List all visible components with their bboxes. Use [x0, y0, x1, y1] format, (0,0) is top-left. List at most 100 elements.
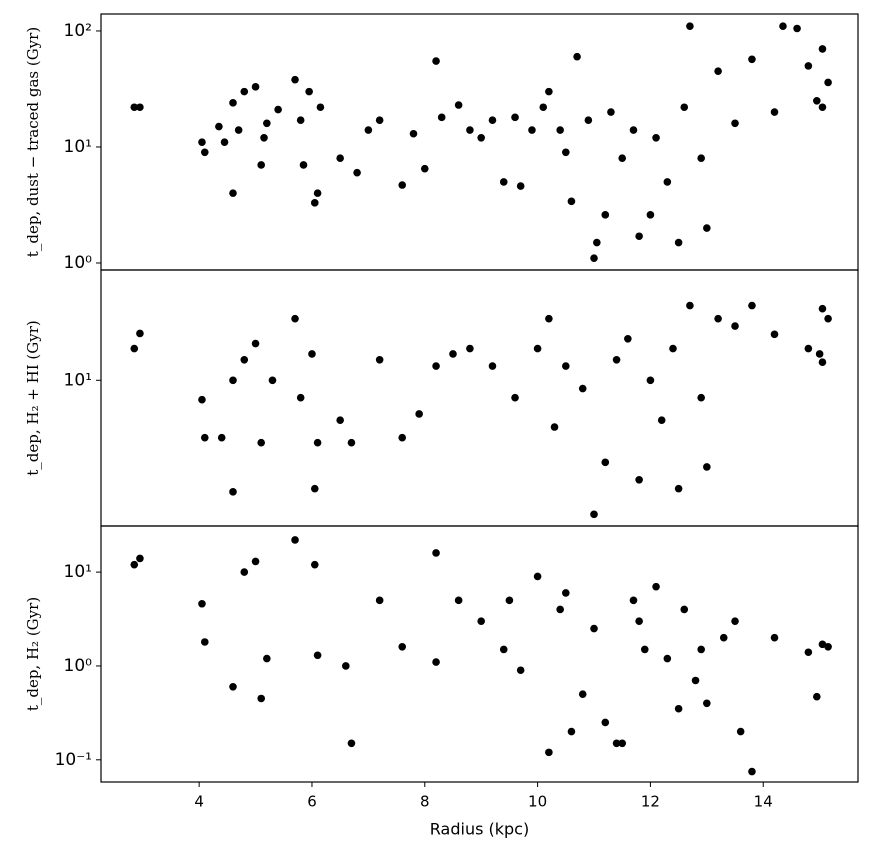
point [466, 126, 474, 134]
point [686, 22, 694, 30]
point [449, 350, 457, 358]
point [624, 335, 632, 343]
plot-frame [100, 269, 859, 527]
x-tick-label: 12 [641, 793, 660, 811]
point [731, 617, 739, 625]
y-axis-label: t_dep, H₂ + HI (Gyr) [24, 320, 42, 475]
point [268, 376, 277, 385]
point [342, 662, 350, 670]
point [364, 126, 373, 134]
point [310, 560, 319, 569]
point [347, 739, 356, 748]
point [691, 676, 700, 685]
y-tick-label: 10¹ [64, 562, 92, 582]
point [263, 119, 271, 128]
point [697, 154, 705, 163]
point [567, 197, 576, 206]
point [313, 438, 322, 447]
point [703, 699, 711, 708]
x-tick-label: 8 [420, 793, 430, 811]
point [499, 645, 508, 654]
point [663, 178, 672, 186]
point [818, 45, 827, 53]
point [437, 113, 446, 122]
point [415, 410, 423, 418]
point [703, 224, 711, 232]
point [229, 189, 237, 197]
point [409, 129, 418, 138]
point [130, 103, 139, 112]
point [310, 199, 319, 207]
point [601, 211, 610, 219]
point [618, 739, 627, 748]
point [466, 344, 474, 353]
point [398, 433, 407, 442]
point [635, 475, 643, 484]
point [260, 133, 268, 142]
point [347, 438, 356, 447]
point [291, 314, 299, 323]
point [669, 344, 677, 353]
point [251, 339, 260, 348]
point [703, 463, 711, 471]
plot-frame [100, 13, 859, 271]
point [680, 605, 689, 614]
point [488, 116, 497, 125]
point [770, 108, 779, 116]
point [824, 314, 832, 323]
point [215, 122, 223, 131]
point [818, 358, 827, 367]
point [697, 645, 705, 654]
point [477, 617, 485, 625]
point [533, 344, 542, 353]
point [454, 101, 463, 109]
point [316, 103, 325, 112]
point [251, 557, 260, 566]
point [804, 344, 813, 353]
point [640, 645, 649, 654]
point [804, 648, 813, 657]
point [590, 254, 598, 262]
point [545, 748, 553, 757]
point [220, 138, 229, 146]
point [274, 105, 282, 114]
point [296, 393, 305, 402]
point [310, 484, 319, 493]
y-tick-label: 10¹ [64, 137, 92, 157]
point [748, 301, 756, 310]
point [313, 651, 322, 660]
point [375, 355, 384, 364]
y-tick-label: 10² [64, 21, 92, 41]
point [562, 148, 570, 157]
point [719, 633, 728, 642]
point [488, 362, 497, 370]
point [612, 739, 621, 748]
point [635, 617, 643, 625]
y-tick-label: 10⁰ [64, 656, 93, 676]
point [200, 638, 209, 646]
point [635, 232, 643, 241]
point [198, 138, 206, 146]
point [296, 116, 305, 125]
point [432, 57, 440, 65]
y-axis-label: t_dep, H₂ (Gyr) [24, 597, 42, 711]
point [240, 568, 249, 576]
point [545, 314, 553, 323]
point [697, 393, 705, 402]
point [200, 433, 209, 442]
point [420, 164, 429, 173]
point [353, 168, 361, 177]
point [601, 718, 610, 727]
point [229, 682, 237, 691]
point [652, 133, 660, 142]
point [432, 549, 440, 557]
point [813, 97, 821, 105]
point [336, 154, 344, 163]
point [686, 301, 694, 310]
point [748, 55, 756, 64]
point [731, 322, 739, 330]
point [308, 350, 316, 358]
point [336, 416, 344, 425]
point [804, 62, 813, 70]
point [305, 87, 313, 96]
